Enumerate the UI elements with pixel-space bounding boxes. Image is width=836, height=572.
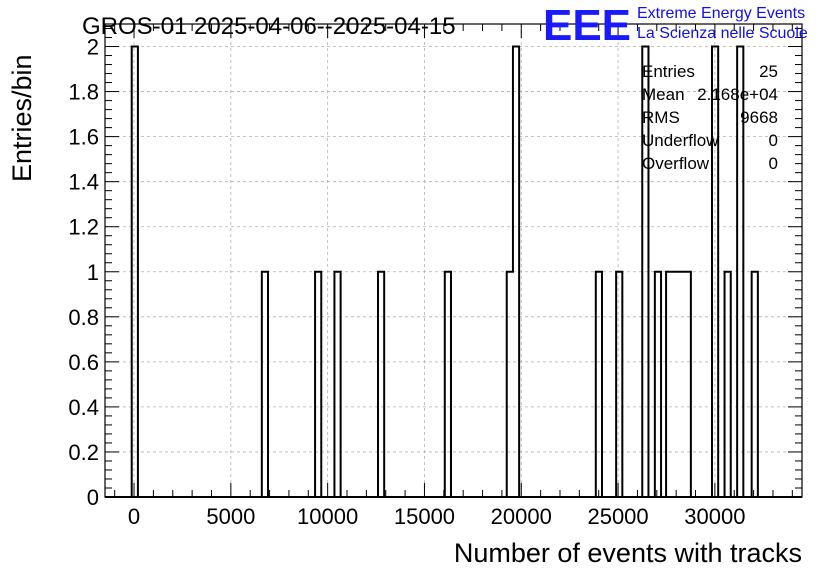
- histogram-outline: [130, 45, 759, 497]
- grid-lines: [105, 24, 802, 498]
- y-tick-label-9: 1.8: [68, 80, 99, 105]
- y-axis-title: Entries/bin: [7, 54, 37, 182]
- x-tick-label-4: 20000: [491, 504, 552, 529]
- stats-label-entries: Entries: [642, 62, 695, 81]
- stats-value-mean: 2.168e+04: [697, 85, 778, 104]
- x-tick-label-6: 30000: [684, 504, 745, 529]
- logo-mark: EEE: [543, 1, 631, 50]
- stats-label-underflow: Underflow: [642, 131, 719, 150]
- logo-line-1: Extreme Energy Events: [637, 5, 805, 22]
- x-tick-label-3: 15000: [394, 504, 455, 529]
- plot-frame: [104, 23, 803, 498]
- logo-line-2: La Scienza nelle Scuole: [637, 25, 808, 42]
- y-tick-label-0: 0: [87, 485, 99, 510]
- y-tick-label-8: 1.6: [68, 125, 99, 150]
- stats-label-overflow: Overflow: [642, 154, 710, 173]
- axis-ticks: [105, 24, 802, 498]
- stats-value-entries: 25: [759, 62, 778, 81]
- y-tick-label-10: 2: [87, 35, 99, 60]
- stats-label-rms: RMS: [642, 108, 680, 127]
- y-tick-label-7: 1.4: [68, 170, 99, 195]
- stats-box: Entries 25 Mean 2.168e+04 RMS 9668 Underflow 0 O…: [642, 62, 778, 173]
- x-tick-labels: 0 5000 10000 15000 20000 25000 30000: [128, 504, 746, 529]
- x-axis-title: Number of events with tracks: [454, 538, 802, 568]
- y-tick-label-6: 1.2: [68, 215, 99, 240]
- y-tick-label-2: 0.4: [68, 395, 99, 420]
- y-tick-label-1: 0.2: [68, 440, 99, 465]
- chart-title: GROS-01 2025-04-06--2025-04-15: [82, 13, 456, 40]
- y-tick-label-5: 1: [87, 260, 99, 285]
- stats-value-rms: 9668: [740, 108, 778, 127]
- x-tick-label-5: 25000: [587, 504, 648, 529]
- x-tick-label-1: 5000: [206, 504, 255, 529]
- eee-logo: EEE Extreme Energy Events La Scienza nel…: [543, 1, 808, 50]
- stats-value-overflow: 0: [769, 154, 778, 173]
- stats-value-underflow: 0: [769, 131, 778, 150]
- stats-label-mean: Mean: [642, 85, 685, 104]
- y-tick-label-3: 0.6: [68, 350, 99, 375]
- x-tick-label-0: 0: [128, 504, 140, 529]
- x-tick-label-2: 10000: [297, 504, 358, 529]
- y-tick-labels: 0 0.2 0.4 0.6 0.8 1 1.2 1.4 1.6 1.8 2: [68, 35, 99, 510]
- y-tick-label-4: 0.8: [68, 305, 99, 330]
